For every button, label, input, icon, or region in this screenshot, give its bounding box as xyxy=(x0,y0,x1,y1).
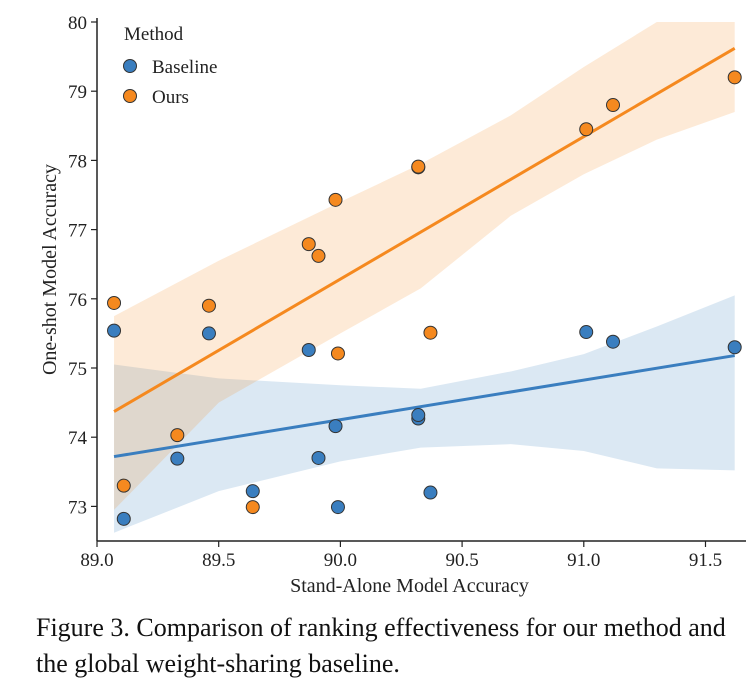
y-tick-label: 80 xyxy=(68,13,87,34)
baseline-point xyxy=(423,485,438,500)
ours-point xyxy=(201,298,216,313)
ours-point xyxy=(107,295,122,310)
y-tick-label: 75 xyxy=(68,359,87,380)
baseline-legend-label: Baseline xyxy=(152,57,217,78)
ours-trend-line xyxy=(113,47,736,413)
baseline-legend-marker xyxy=(123,59,137,73)
ours-point xyxy=(311,248,326,263)
axes: 89.0 89.5 90.0 90.5 91.0 91.5 73 74 75 76 77 78 79 80… xyxy=(39,13,746,597)
baseline-point xyxy=(727,340,742,355)
ours-point xyxy=(423,325,438,340)
baseline-point xyxy=(201,326,216,341)
x-tick-label: 90.5 xyxy=(445,550,478,571)
scatter-chart: 89.0 89.5 90.0 90.5 91.0 91.5 73 74 75 76 77 78 79 80… xyxy=(39,13,746,597)
baseline-point xyxy=(579,325,594,340)
baseline-trend-line xyxy=(113,354,735,459)
y-tick-label: 73 xyxy=(68,497,87,518)
ours-legend-marker xyxy=(123,89,137,103)
trend-lines xyxy=(113,47,736,459)
ours-confidence-band xyxy=(114,22,735,510)
ours-point xyxy=(330,346,345,361)
legend: Method Baseline Ours xyxy=(123,24,217,108)
baseline-point xyxy=(245,484,260,499)
y-tick-label: 77 xyxy=(68,221,87,242)
ours-point xyxy=(170,428,185,443)
x-tick-label: 91.0 xyxy=(567,550,600,571)
ours-point xyxy=(245,500,260,515)
ours-legend-label: Ours xyxy=(152,87,189,108)
baseline-point xyxy=(330,500,345,515)
y-tick-label: 78 xyxy=(68,151,87,172)
x-tick-label: 89.5 xyxy=(202,550,235,571)
legend-title: Method xyxy=(124,24,184,45)
ours-point xyxy=(606,98,620,113)
baseline-point xyxy=(606,334,620,349)
baseline-point xyxy=(311,450,326,465)
ours-point xyxy=(116,478,131,493)
baseline-point xyxy=(107,323,122,338)
baseline-point xyxy=(328,419,343,434)
y-tick-label: 74 xyxy=(68,428,88,449)
x-tick-label: 90.0 xyxy=(324,550,357,571)
data-points xyxy=(107,70,742,526)
baseline-point xyxy=(170,451,185,466)
x-tick-label: 91.5 xyxy=(689,550,722,571)
ours-point xyxy=(328,192,343,207)
ours-point xyxy=(579,122,594,137)
baseline-point xyxy=(116,511,131,526)
confidence-bands xyxy=(114,22,735,533)
ours-point xyxy=(301,237,316,252)
x-axis-label: Stand-Alone Model Accuracy xyxy=(290,575,529,597)
y-tick-label: 76 xyxy=(68,290,87,311)
baseline-point xyxy=(411,408,426,423)
x-tick-label: 89.0 xyxy=(80,550,113,571)
y-tick-label: 79 xyxy=(68,82,87,103)
baseline-point xyxy=(301,343,316,358)
ours-point xyxy=(727,70,742,85)
ours-point xyxy=(411,159,426,174)
y-axis-label: One-shot Model Accuracy xyxy=(39,164,61,375)
figure-caption: Figure 3. Comparison of ranking effectiv… xyxy=(36,613,726,678)
